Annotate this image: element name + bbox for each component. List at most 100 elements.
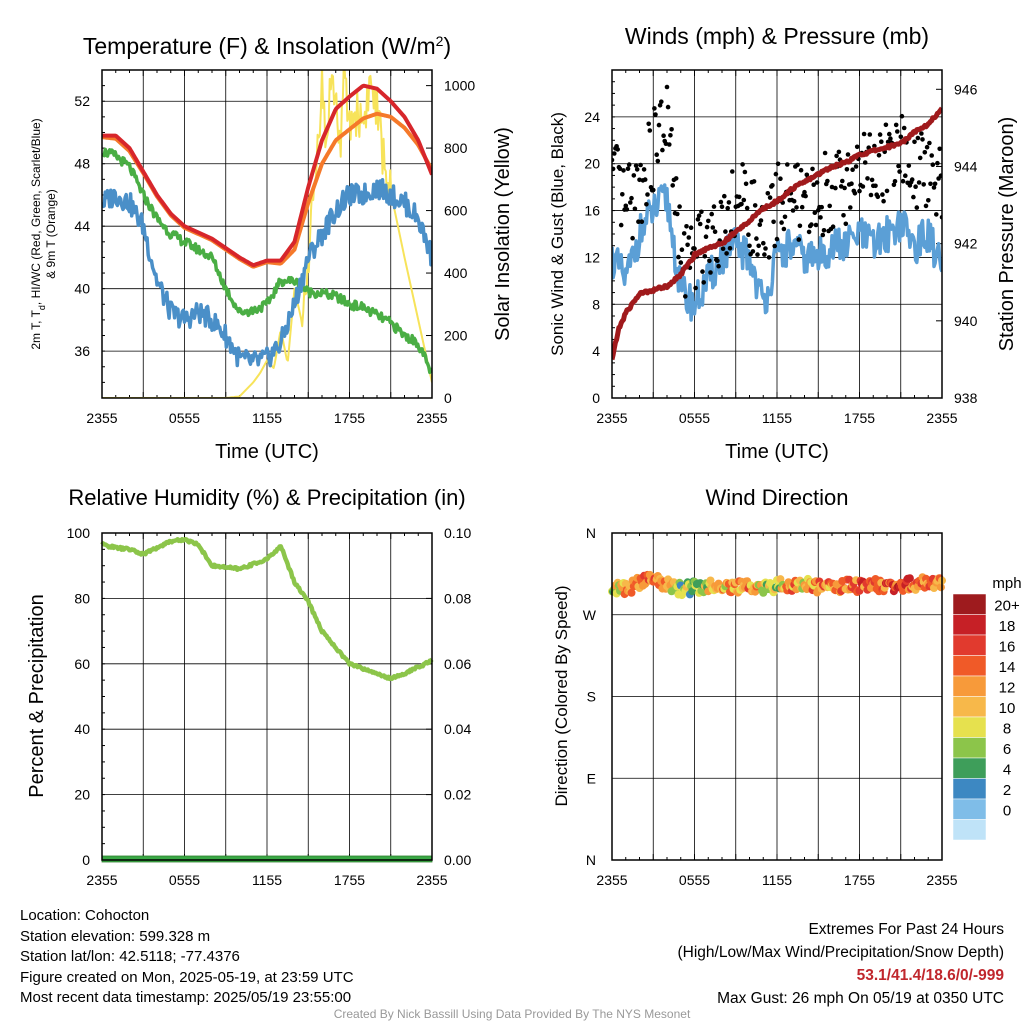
legend-label: 0 (1003, 803, 1011, 820)
station-info: Location: Cohocton Station elevation: 59… (20, 906, 354, 1009)
temperature-ylabel-line1: 2m T, Td, HI/WC (Red, Green, Scarlet/Blu… (29, 118, 47, 349)
gust-point (725, 205, 730, 211)
y-tick-label: 52 (74, 93, 90, 109)
y2-tick-label: 200 (444, 328, 468, 344)
legend-label: 2 (1003, 782, 1011, 799)
gust-point (811, 182, 816, 187)
gust-point (812, 210, 818, 215)
y2-tick-label: 0.06 (444, 656, 471, 672)
legend-swatch (952, 614, 987, 636)
temperature-series (102, 70, 432, 398)
gust-point (697, 221, 703, 227)
temperature-title: Temperature (F) & Insolation (W/m2) (83, 33, 451, 59)
legend-swatch (952, 798, 987, 820)
gust-point (926, 198, 931, 203)
legend-label: 10 (999, 700, 1016, 717)
y-tick-label: W (583, 607, 597, 623)
gust-point (757, 222, 763, 227)
gust-point (686, 235, 692, 240)
gust-point (919, 131, 924, 136)
gust-point (921, 182, 926, 187)
gust-point (865, 176, 870, 181)
gust-point (802, 189, 807, 195)
gust-point (719, 204, 725, 209)
gust-point (881, 198, 886, 204)
gust-point (774, 236, 780, 242)
gust-point (900, 178, 906, 184)
y2-tick-label: 400 (444, 265, 468, 281)
gust-point (819, 204, 824, 210)
gust-point (664, 84, 670, 90)
gust-point (914, 205, 920, 210)
gust-point (796, 237, 802, 242)
credit-text: Created By Nick Bassill Using Data Provi… (333, 1007, 691, 1021)
gust-point (736, 194, 742, 200)
gust-point (911, 194, 916, 200)
x-tick-label: 1155 (762, 410, 792, 426)
gust-point (860, 184, 866, 189)
direction-point (936, 583, 945, 592)
gust-point (873, 183, 878, 189)
gust-point (633, 163, 639, 168)
y2-tick-label: 0.10 (444, 525, 471, 541)
gust-point (797, 223, 803, 229)
gust-point (688, 225, 694, 230)
insolation-ylabel: Solar Insolation (Yellow) (492, 127, 514, 341)
gust-point (893, 122, 899, 128)
gust-point (895, 129, 900, 134)
y2-tick-label: 942 (954, 236, 978, 252)
gust-point (676, 254, 681, 260)
pressure-ylabel: Station Pressure (Maroon) (996, 117, 1018, 352)
gust-point (803, 193, 808, 199)
gust-point (901, 125, 907, 131)
gust-point (704, 224, 710, 230)
extremes-values: 53.1/41.4/18.6/0/-999 (856, 967, 1004, 984)
gust-point (923, 203, 929, 209)
gust-point (820, 232, 826, 238)
gust-point (720, 246, 726, 251)
gust-point (675, 211, 680, 217)
gust-point (853, 164, 859, 169)
x-tick-label: 0555 (679, 410, 710, 426)
gust-point (669, 127, 674, 132)
gust-point (879, 139, 884, 144)
x-tick-label: 0555 (679, 872, 710, 888)
gust-point (629, 195, 634, 201)
winds-title: Winds (mph) & Pressure (mb) (625, 23, 929, 49)
gust-point (665, 104, 671, 110)
gust-point (771, 219, 776, 225)
y-tick-label: 44 (74, 218, 90, 234)
latlon-text: Station lat/lon: 42.5118; -77.4376 (20, 948, 240, 965)
y-tick-label: 48 (74, 156, 90, 172)
gust-point (659, 99, 664, 104)
gust-point (836, 149, 842, 155)
legend-swatch (952, 696, 987, 718)
gust-point (809, 222, 814, 227)
y-tick-label: 16 (584, 203, 600, 219)
y2-tick-label: 938 (954, 390, 978, 406)
gust-point (867, 132, 873, 137)
temperature-panel: 2355 0555 1155 1755 2355 36 40 44 48 52 0 200 400 600… (29, 33, 514, 463)
gust-point (670, 183, 675, 188)
gust-point (702, 253, 708, 259)
gust-point (703, 234, 709, 239)
legend-label: 18 (999, 618, 1016, 635)
gust-point (742, 169, 748, 175)
gust-point (718, 199, 724, 205)
gust-point (634, 167, 640, 172)
legend-title: mph (992, 575, 1021, 592)
legend-swatch (952, 737, 987, 759)
gust-point (677, 204, 682, 209)
gust-point (716, 263, 721, 269)
created-text: Figure created on Mon, 2025-05-19, at 23… (20, 968, 354, 986)
gust-point (615, 147, 620, 152)
gust-point (862, 160, 868, 165)
gust-point (642, 177, 648, 182)
gust-point (710, 225, 716, 230)
gust-point (632, 206, 638, 212)
y-tick-label: 8 (592, 296, 600, 312)
gust-point (773, 171, 779, 177)
gust-point (798, 167, 804, 173)
title-sup: 2 (436, 33, 444, 49)
